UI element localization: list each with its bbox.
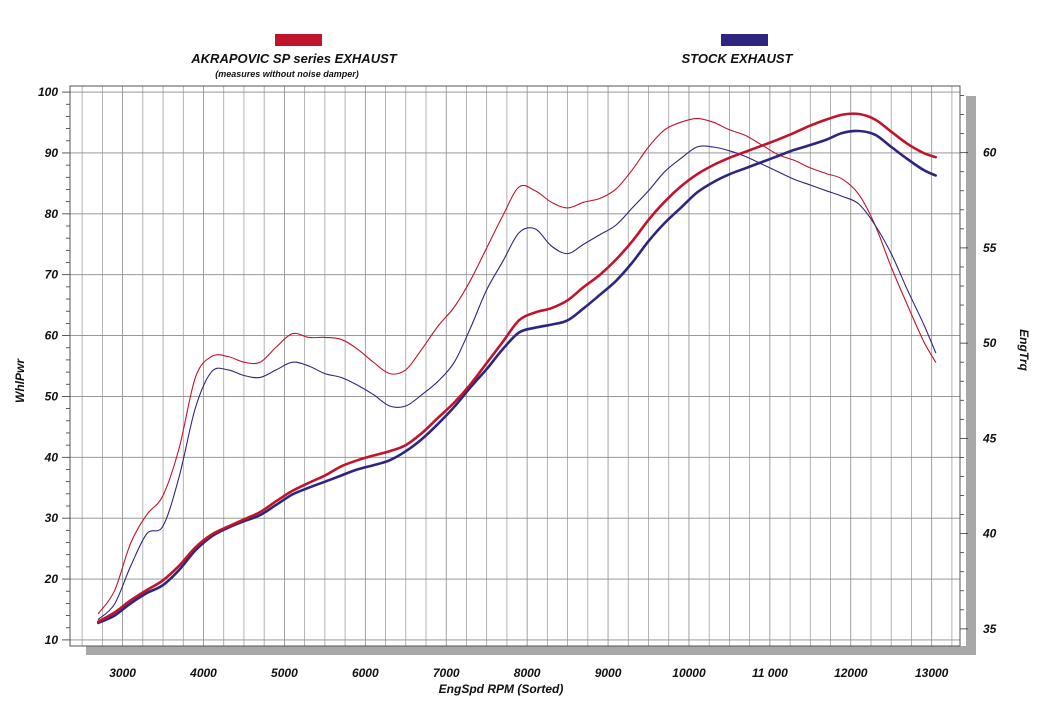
stock-power-line bbox=[97, 129, 937, 625]
y-tick-label: 100 bbox=[38, 85, 58, 99]
grid bbox=[70, 86, 960, 646]
legend: AKRAPOVIC SP series EXHAUST (measures wi… bbox=[190, 34, 794, 79]
y-tick-label: 60 bbox=[45, 329, 59, 343]
y-tick-label: 80 bbox=[45, 207, 59, 221]
x-tick-label: 3000 bbox=[109, 666, 136, 680]
x-tick-label: 5000 bbox=[271, 666, 298, 680]
x-tick-label: 8000 bbox=[514, 666, 541, 680]
y2-tick-label: 60 bbox=[983, 146, 997, 160]
akrapovic-torque-line bbox=[97, 117, 937, 615]
y-tick-label: 50 bbox=[45, 389, 59, 403]
y-tick-label: 70 bbox=[45, 268, 59, 282]
x-axis-title: EngSpd RPM (Sorted) bbox=[439, 682, 564, 696]
y-axis-title: WhlPwr bbox=[13, 358, 27, 403]
x-tick-label: 9000 bbox=[595, 666, 622, 680]
x-tick-label: 13000 bbox=[915, 666, 949, 680]
y2-tick-label: 55 bbox=[983, 241, 997, 255]
x-tick-label: 10000 bbox=[672, 666, 706, 680]
y-tick-label: 20 bbox=[44, 572, 59, 586]
right-axis-shadow bbox=[966, 96, 976, 655]
y2-tick-label: 45 bbox=[982, 431, 997, 445]
legend-swatch-stock bbox=[721, 34, 768, 46]
x-tick-label: 7000 bbox=[433, 666, 460, 680]
plot-area bbox=[70, 86, 960, 646]
y-tick-label: 30 bbox=[45, 511, 59, 525]
y-tick-label: 40 bbox=[44, 450, 59, 464]
x-tick-label: 12000 bbox=[834, 666, 868, 680]
legend-sublabel-akrapovic: (measures without noise damper) bbox=[215, 69, 359, 79]
x-axis-ticks: 3000 4000 5000 6000 7000 8000 9000 10000 11 000 1… bbox=[109, 666, 948, 680]
legend-swatch-akrapovic bbox=[275, 34, 322, 46]
y2-axis-title: EngTrq bbox=[1017, 329, 1031, 371]
y-tick-label: 90 bbox=[45, 146, 59, 160]
y2-axis-ticks: 35 40 45 50 55 60 bbox=[960, 95, 997, 636]
legend-label-akrapovic: AKRAPOVIC SP series EXHAUST bbox=[190, 51, 397, 66]
x-tick-label: 6000 bbox=[352, 666, 379, 680]
x-tick-label: 4000 bbox=[189, 666, 217, 680]
legend-label-stock: STOCK EXHAUST bbox=[682, 51, 794, 66]
plot-shadow-bottom bbox=[86, 646, 976, 655]
y2-tick-label: 40 bbox=[982, 527, 997, 541]
series-lines bbox=[97, 112, 937, 625]
x-tick-label: 11 000 bbox=[752, 666, 788, 680]
akrapovic-power-line bbox=[97, 112, 937, 623]
y-axis-ticks: 10 20 30 40 50 60 70 80 90 100 bbox=[38, 85, 70, 647]
y-tick-label: 10 bbox=[45, 633, 59, 647]
stock-torque-line bbox=[97, 145, 937, 620]
y2-tick-label: 35 bbox=[983, 622, 997, 636]
y2-tick-label: 50 bbox=[983, 336, 997, 350]
